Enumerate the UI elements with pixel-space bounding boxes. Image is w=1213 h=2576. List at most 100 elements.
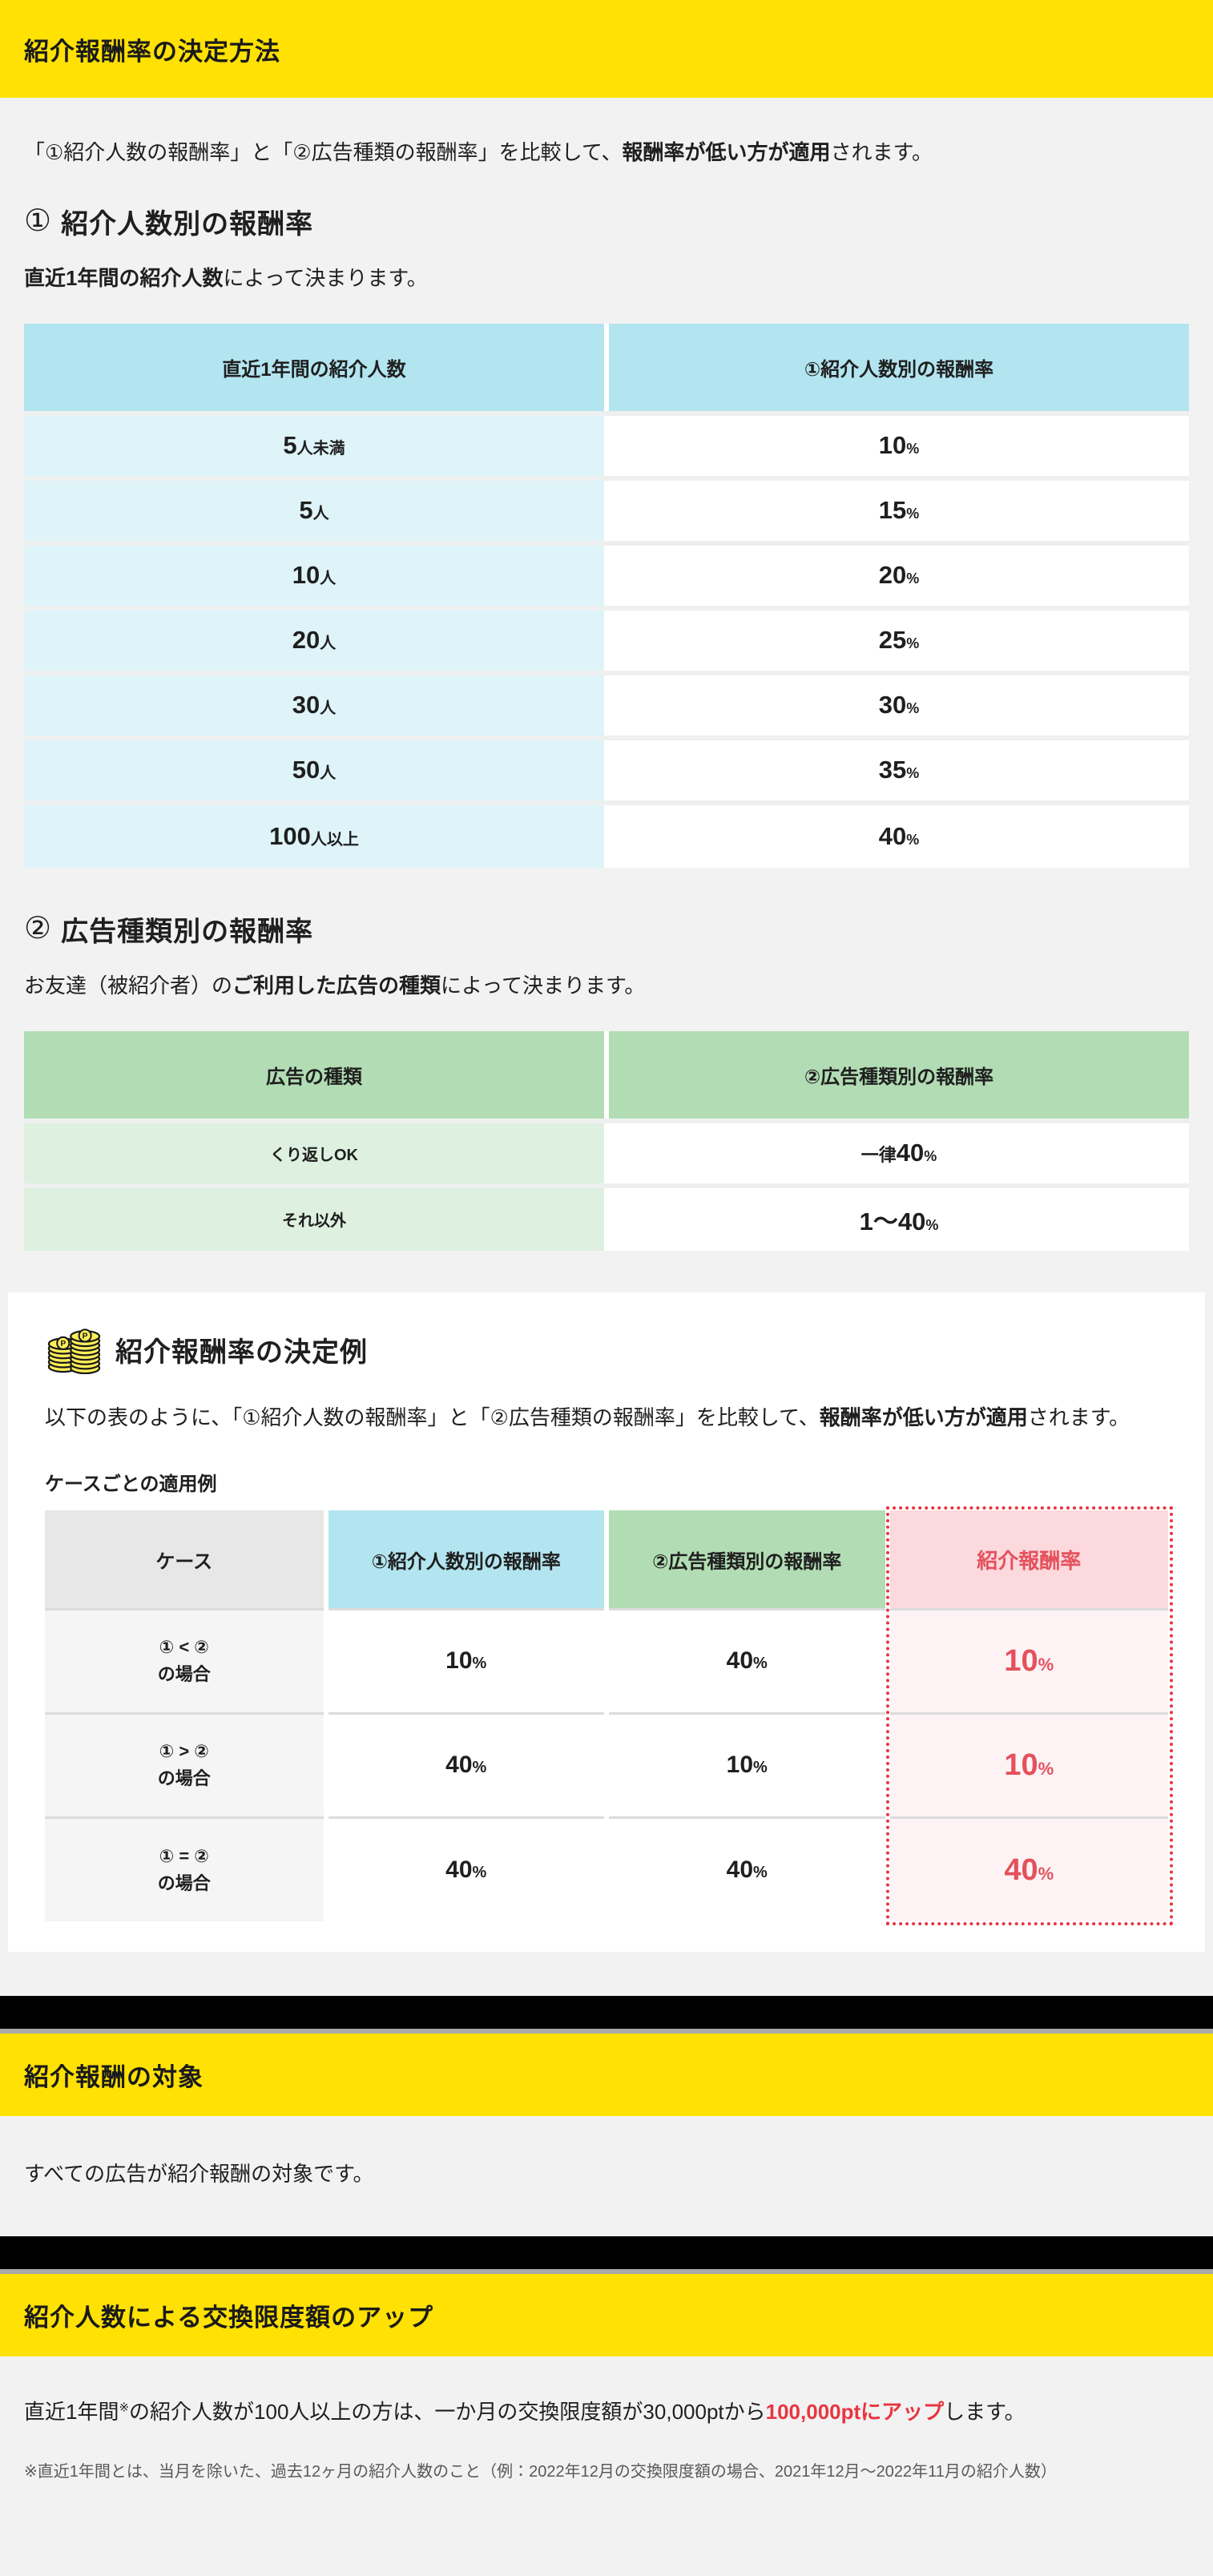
section-gap	[0, 1952, 1213, 1996]
percent-sign: %	[906, 570, 920, 587]
table-row: くり返しOK 一律40%	[24, 1120, 1189, 1188]
table-row: 30人 30%	[24, 672, 1189, 740]
row-label: それ以外	[24, 1185, 609, 1251]
case-header-ad-rate: ②広告種類別の報酬率	[606, 1510, 890, 1610]
percent-sign: %	[753, 1864, 768, 1882]
case-rate2-cell: 40%	[606, 1816, 890, 1922]
case-rate2: 40	[726, 1647, 754, 1675]
limit-section-footnote: ※直近1年間とは、当月を除いた、過去12ヶ月の紹介人数のこと（例：2022年12…	[24, 2462, 1057, 2481]
case-result-cell: 40%	[887, 1816, 1168, 1922]
case-header-row: ケース ①紹介人数別の報酬率 ②広告種類別の報酬率 紹介報酬率	[45, 1510, 1168, 1610]
case-label: ① = ② の場合	[45, 1816, 328, 1922]
percent-sign: %	[1038, 1654, 1054, 1675]
heading-by-count-text: 紹介人数別の報酬率	[61, 208, 314, 240]
case-rate1: 10	[445, 1647, 473, 1675]
by-count-desc-bold: 直近1年間の紹介人数	[24, 265, 224, 290]
heading-by-ad-text: 広告種類別の報酬率	[61, 916, 314, 947]
percent-sign: %	[906, 635, 920, 652]
table-row: 100人以上 40%	[24, 802, 1189, 868]
table-header-row: 広告の種類 ②広告種類別の報酬率	[24, 1030, 1189, 1123]
case-condition: ① > ②	[159, 1741, 209, 1762]
limit-section-banner: 紹介人数による交換限度額のアップ	[0, 2274, 1213, 2357]
circled-number-1: ①	[24, 204, 52, 239]
case-condition: ① = ②	[159, 1846, 209, 1867]
rate-value: 20	[878, 561, 907, 590]
case-condition-suffix: の場合	[157, 1664, 211, 1685]
case-label: ① > ② の場合	[45, 1711, 328, 1818]
by-ad-desc-post: によって決まります。	[441, 973, 646, 998]
percent-sign: %	[472, 1759, 487, 1777]
intro-bold: 報酬率が低い方が適用	[622, 140, 831, 164]
case-header-case: ケース	[45, 1510, 328, 1610]
table-row: 5人 15%	[24, 478, 1189, 546]
case-rate1: 40	[445, 1856, 473, 1884]
percent-sign: %	[472, 1864, 487, 1882]
limit-body-mid: の紹介人数が100人以上の方は、一か月の交換限度額が30,000ptから	[129, 2400, 766, 2425]
row-label: 30人	[24, 672, 609, 740]
by-ad-desc-pre: お友達（被紹介者）の	[24, 973, 233, 998]
rate-value: 35	[878, 756, 907, 784]
column-header-ad-type: 広告の種類	[24, 1030, 609, 1123]
case-condition-suffix: の場合	[157, 1873, 211, 1894]
row-label-number: 20	[292, 626, 320, 655]
rate-value-cell: 30%	[606, 672, 1189, 740]
rate-section-banner: 紹介報酬率の決定方法	[0, 0, 1213, 98]
row-label-unit: 人	[320, 764, 336, 783]
limit-body-pre: 直近1年間	[24, 2400, 119, 2425]
row-label-number: 5	[283, 431, 297, 460]
case-result: 40	[1004, 1852, 1038, 1887]
limit-body-highlight: 100,000ptにアップ	[765, 2400, 945, 2425]
ad-type-rate-table: 広告の種類 ②広告種類別の報酬率 くり返しOK 一律40% それ以外 1〜40%	[24, 1030, 1189, 1251]
case-condition: ① < ②	[159, 1637, 209, 1658]
percent-sign: %	[906, 506, 920, 522]
case-rate2: 40	[726, 1856, 754, 1884]
example-body-pre: 以下の表のように、「①紹介人数の報酬率」と「②広告種類の報酬率」を比較して、	[45, 1405, 820, 1429]
circled-number-2: ②	[24, 912, 52, 946]
row-label: 50人	[24, 737, 609, 805]
table-row: 10人 20%	[24, 542, 1189, 611]
row-label-number: 50	[292, 756, 320, 784]
rate-prefix: 一律	[860, 1145, 897, 1166]
case-header-result: 紹介報酬率	[887, 1510, 1168, 1610]
limit-body-post: します。	[944, 2400, 1026, 2425]
row-label: くり返しOK	[24, 1120, 609, 1188]
percent-sign: %	[906, 700, 920, 717]
limit-banner-title: 紹介人数による交換限度額のアップ	[24, 2304, 434, 2332]
rate-value-cell: 20%	[606, 542, 1189, 611]
row-label-unit: 人	[320, 635, 336, 653]
case-header-count-rate: ①紹介人数別の報酬率	[325, 1510, 609, 1610]
case-condition-suffix: の場合	[157, 1768, 211, 1789]
row-label-unit: 人	[312, 505, 329, 523]
rate-value: 15	[878, 496, 907, 525]
case-rate1-cell: 40%	[325, 1711, 609, 1818]
case-row: ① = ② の場合 40% 40% 40%	[45, 1816, 1168, 1922]
percent-sign: %	[753, 1655, 768, 1673]
percent-sign: %	[924, 1148, 937, 1165]
percent-sign: %	[906, 441, 920, 458]
percent-sign: %	[925, 1217, 939, 1234]
case-rate2-cell: 40%	[606, 1607, 890, 1714]
percent-sign: %	[1038, 1863, 1054, 1884]
intro-post: されます。	[830, 140, 933, 164]
row-label-number: 100	[269, 821, 311, 850]
rate-value: 25	[878, 626, 907, 655]
rate-value: 10	[878, 431, 907, 460]
case-rate2-cell: 10%	[606, 1711, 890, 1818]
ad-type-label: それ以外	[282, 1212, 346, 1231]
percent-sign: %	[906, 765, 920, 782]
ad-type-label: くり返しOK	[270, 1146, 358, 1164]
row-label: 5人未満	[24, 413, 609, 481]
case-result: 10	[1004, 1643, 1038, 1678]
limit-section-body: 直近1年間※の紹介人数が100人以上の方は、一か月の交換限度額が30,000pt…	[0, 2356, 1213, 2431]
rate-value: 40	[878, 821, 907, 850]
rate-value-cell: 35%	[606, 737, 1189, 805]
example-body-post: されます。	[1027, 1405, 1130, 1429]
example-subtitle: ケースごとの適用例	[45, 1473, 217, 1496]
table-header-row: 直近1年間の紹介人数 ①紹介人数別の報酬率	[24, 323, 1189, 416]
row-label-unit: 人	[320, 699, 336, 718]
column-header-rate: ①紹介人数別の報酬率	[606, 323, 1189, 416]
case-table-wrap: ケース ①紹介人数別の報酬率 ②広告種類別の報酬率 紹介報酬率 ① < ② の場合…	[45, 1506, 1173, 1926]
example-card: P P 紹介報酬率の決定例 以下の表のように、「①紹介人数の報酬率」と「②広告種…	[8, 1292, 1205, 1953]
rate-value-cell: 一律40%	[606, 1120, 1189, 1188]
row-label: 100人以上	[24, 802, 609, 868]
